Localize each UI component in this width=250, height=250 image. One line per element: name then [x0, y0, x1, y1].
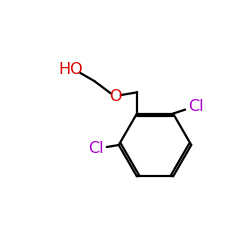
Text: O: O: [110, 88, 122, 104]
Text: Cl: Cl: [188, 98, 204, 114]
Text: Cl: Cl: [88, 141, 104, 156]
Text: HO: HO: [58, 62, 83, 77]
